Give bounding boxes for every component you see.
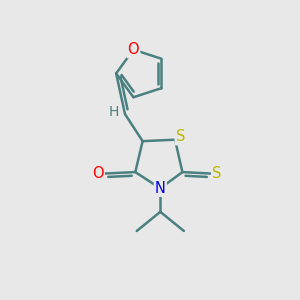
- Text: N: N: [155, 181, 166, 196]
- Text: O: O: [92, 166, 104, 181]
- Text: O: O: [128, 42, 139, 57]
- Text: S: S: [212, 166, 221, 181]
- Text: S: S: [176, 129, 185, 144]
- Text: H: H: [109, 105, 119, 119]
